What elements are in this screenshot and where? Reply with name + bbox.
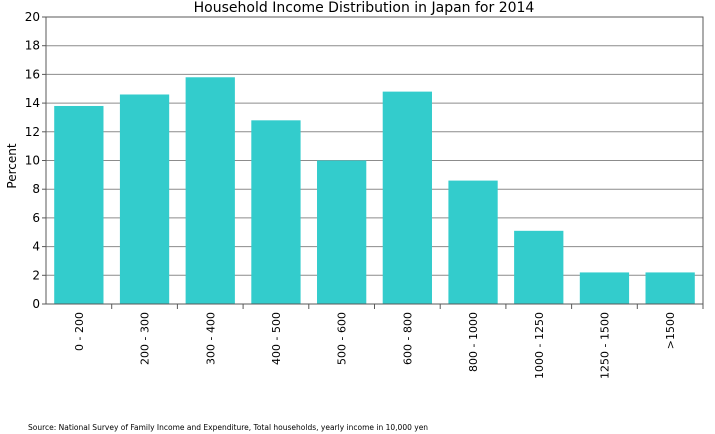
bar-5 — [317, 160, 367, 304]
y-tick-label-14: 14 — [25, 96, 40, 110]
y-tick-label-10: 10 — [25, 154, 40, 168]
bar-10 — [645, 272, 695, 304]
y-axis-ticks: 0 2 4 6 8 10 12 14 16 18 20 — [25, 10, 46, 311]
x-tick-label-9: 1250 - 1500 — [598, 312, 611, 379]
x-tick-label-1: 0 - 200 — [73, 312, 86, 351]
y-tick-label-0: 0 — [32, 297, 40, 311]
bar-1 — [54, 105, 104, 304]
x-tick-label-4: 400 - 500 — [270, 312, 283, 365]
x-tick-label-10: >1500 — [664, 312, 677, 349]
bar-2 — [119, 94, 170, 305]
bar-8 — [514, 230, 564, 304]
y-tick-label-20: 20 — [25, 10, 40, 24]
y-tick-label-4: 4 — [32, 240, 40, 254]
bar-3 — [185, 77, 235, 305]
bar-6 — [382, 91, 432, 305]
x-tick-label-5: 500 - 600 — [336, 312, 349, 365]
y-tick-label-8: 8 — [32, 182, 40, 196]
bars — [54, 77, 695, 305]
y-tick-label-18: 18 — [25, 39, 40, 53]
x-tick-label-6: 600 - 800 — [401, 312, 414, 365]
bar-4 — [251, 120, 301, 304]
x-axis-ticks: 0 - 200 200 - 300 300 - 400 400 - 500 500 - … — [73, 304, 704, 379]
chart-title: Household Income Distribution in Japan f… — [194, 0, 535, 16]
y-tick-label-16: 16 — [25, 67, 40, 81]
x-tick-label-2: 200 - 300 — [139, 312, 152, 365]
bar-7 — [448, 180, 498, 304]
y-tick-label-12: 12 — [25, 125, 40, 139]
y-tick-label-6: 6 — [32, 211, 40, 225]
source-note: Source: National Survey of Family Income… — [28, 423, 428, 432]
x-tick-label-8: 1000 - 1250 — [533, 312, 546, 379]
y-axis-label: Percent — [5, 143, 19, 188]
x-tick-label-3: 300 - 400 — [204, 312, 217, 365]
bar-9 — [579, 272, 630, 304]
x-tick-label-7: 800 - 1000 — [467, 312, 480, 372]
y-tick-label-2: 2 — [32, 268, 40, 282]
